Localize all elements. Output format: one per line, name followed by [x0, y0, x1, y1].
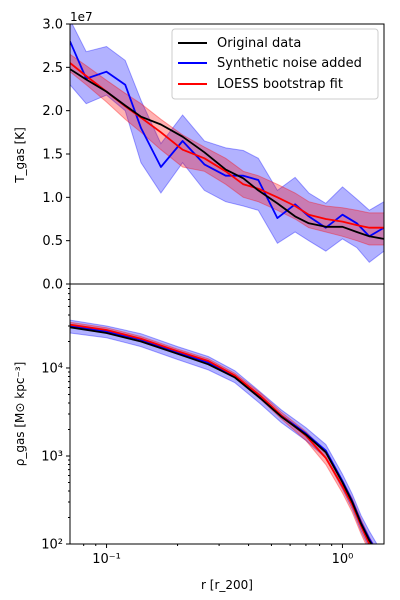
density-panel: 10² 10³ 10⁴ 10⁻¹ 10⁰ ρ_gas [M⊙ kpc⁻³] r [r_2…: [13, 283, 385, 592]
temperature-y-tick-label: 1.0: [42, 191, 63, 206]
temperature-loess-band: [70, 53, 384, 246]
density-loess-band: [70, 321, 374, 544]
temperature-synthetic-line: [70, 40, 384, 238]
density-synthetic-line: [70, 325, 374, 544]
density-y-tick-label: 10⁴: [41, 361, 63, 376]
legend-label-loess: LOESS bootstrap fit: [217, 77, 343, 92]
density-y-axis-label: ρ_gas [M⊙ kpc⁻³]: [13, 362, 27, 467]
density-synthetic-band: [70, 319, 378, 544]
temperature-synthetic-band: [70, 24, 384, 263]
temperature-y-tick-label: 2.5: [42, 61, 63, 76]
temperature-plot-area: [70, 24, 384, 263]
density-original-line: [70, 326, 373, 544]
temperature-panel: 0.0 0.5 1.0 1.5 2.0 2.5 3.0 1e7 T_gas [K] Orig…: [13, 10, 385, 293]
density-axes: 10² 10³ 10⁴ 10⁻¹ 10⁰: [41, 283, 385, 567]
density-plot-area: [70, 319, 378, 544]
legend: Original data Synthetic noise added LOES…: [171, 28, 379, 100]
density-loess-line: [70, 323, 371, 544]
temperature-y-axis-label: T_gas [K]: [13, 127, 27, 184]
legend-label-synthetic: Synthetic noise added: [217, 56, 362, 71]
temperature-original-line: [70, 68, 384, 240]
density-axes-frame: [69, 283, 385, 545]
legend-label-original: Original data: [217, 36, 301, 51]
x-tick-label: 10⁻¹: [92, 552, 121, 567]
temperature-y-tick-label: 2.0: [42, 104, 63, 119]
temperature-y-tick-label: 0.0: [42, 278, 63, 293]
temperature-y-tick-label: 1.5: [42, 148, 63, 163]
x-tick-label: 10⁰: [332, 552, 354, 567]
temperature-y-tick-label: 3.0: [42, 18, 63, 33]
density-y-tick-label: 10²: [41, 538, 63, 553]
legend-frame: [171, 28, 379, 100]
density-y-tick-label: 10³: [41, 449, 63, 464]
temperature-y-tick-label: 0.5: [42, 234, 63, 249]
temperature-offset-text: 1e7: [70, 10, 93, 24]
x-axis-label: r [r_200]: [201, 578, 253, 592]
